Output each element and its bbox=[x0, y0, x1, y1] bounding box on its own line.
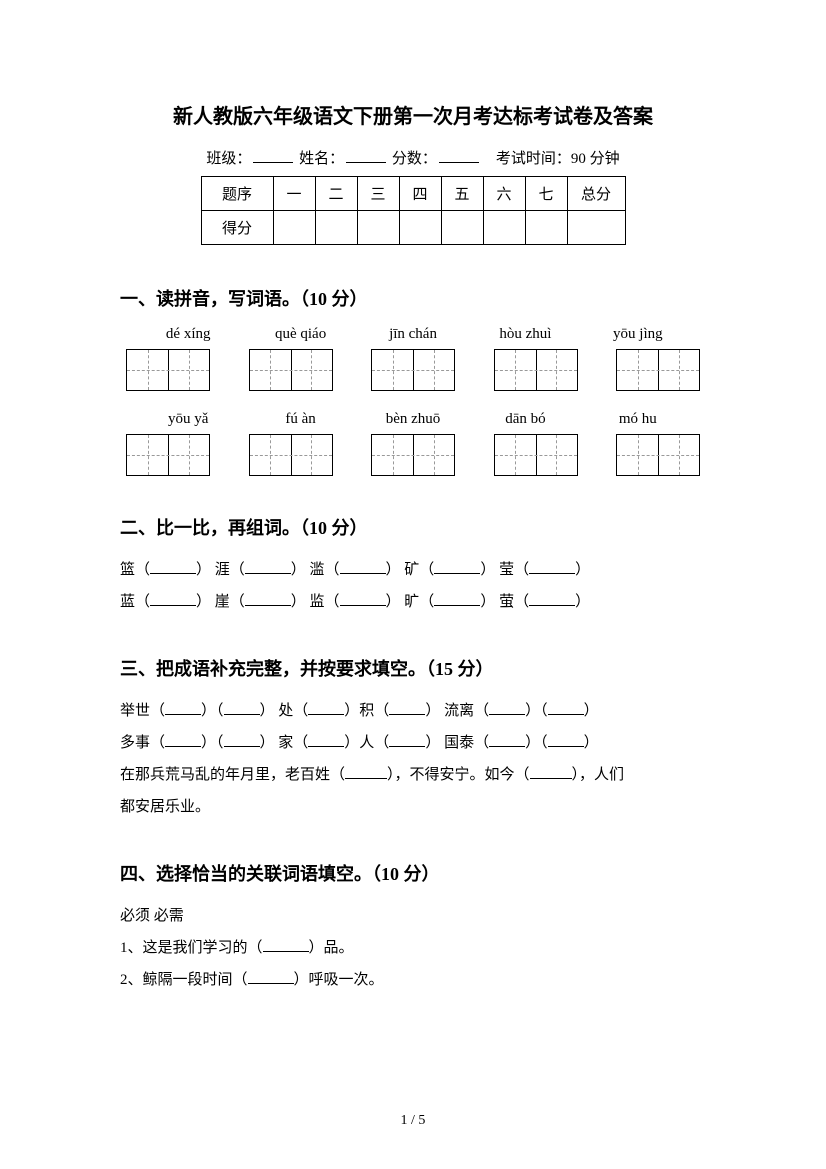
score-table: 题序 一 二 三 四 五 六 七 总分 得分 bbox=[201, 176, 626, 245]
section-4-line-1: 1、这是我们学习的（）品。 bbox=[120, 933, 706, 963]
pinyin-item: hòu zhuì bbox=[469, 326, 581, 343]
blank[interactable] bbox=[548, 746, 584, 747]
section-1-title: 一、读拼音，写词语。（10 分） bbox=[120, 285, 706, 311]
pinyin-row-2: yōu yǎ fú àn bèn zhuō dān bó mó hu bbox=[120, 411, 706, 428]
section-3-line-2: 多事（）（） 家（）人（） 国泰（）（） bbox=[120, 728, 706, 758]
blank[interactable] bbox=[165, 746, 201, 747]
blank[interactable] bbox=[434, 605, 480, 606]
blank[interactable] bbox=[224, 714, 260, 715]
page-number: 1 / 5 bbox=[0, 1113, 826, 1129]
pinyin-item: què qiáo bbox=[244, 326, 356, 343]
row-label-1: 题序 bbox=[201, 177, 273, 211]
grid-row-2 bbox=[120, 434, 706, 476]
blank[interactable] bbox=[245, 573, 291, 574]
tianzige-box[interactable] bbox=[126, 349, 210, 391]
col-2: 二 bbox=[315, 177, 357, 211]
pinyin-item: jīn chán bbox=[357, 326, 469, 343]
score-cell[interactable] bbox=[399, 211, 441, 245]
score-cell[interactable] bbox=[525, 211, 567, 245]
pinyin-item: yōu jìng bbox=[582, 326, 694, 343]
section-2-line-1: 篮（） 涯（） 滥（） 矿（） 莹（） bbox=[120, 555, 706, 585]
col-6: 六 bbox=[483, 177, 525, 211]
blank[interactable] bbox=[245, 605, 291, 606]
blank[interactable] bbox=[434, 573, 480, 574]
class-blank[interactable] bbox=[253, 162, 293, 163]
blank[interactable] bbox=[389, 746, 425, 747]
blank[interactable] bbox=[345, 778, 387, 779]
score-cell[interactable] bbox=[441, 211, 483, 245]
section-3-line-4: 都安居乐业。 bbox=[120, 792, 706, 822]
score-total-cell[interactable] bbox=[567, 211, 625, 245]
blank[interactable] bbox=[308, 714, 344, 715]
blank[interactable] bbox=[389, 714, 425, 715]
pinyin-item: mó hu bbox=[582, 411, 694, 428]
section-2-title: 二、比一比，再组词。（10 分） bbox=[120, 514, 706, 540]
pinyin-row-1: dé xíng què qiáo jīn chán hòu zhuì yōu j… bbox=[120, 326, 706, 343]
tianzige-box[interactable] bbox=[249, 434, 333, 476]
name-blank[interactable] bbox=[346, 162, 386, 163]
tianzige-box[interactable] bbox=[371, 434, 455, 476]
blank[interactable] bbox=[529, 573, 575, 574]
blank[interactable] bbox=[529, 605, 575, 606]
section-3-line-1: 举世（）（） 处（）积（） 流离（）（） bbox=[120, 696, 706, 726]
exam-time: 考试时间：90 分钟 bbox=[496, 151, 620, 167]
pinyin-item: fú àn bbox=[244, 411, 356, 428]
blank[interactable] bbox=[224, 746, 260, 747]
col-1: 一 bbox=[273, 177, 315, 211]
score-cell[interactable] bbox=[273, 211, 315, 245]
tianzige-box[interactable] bbox=[616, 349, 700, 391]
tianzige-box[interactable] bbox=[249, 349, 333, 391]
blank[interactable] bbox=[489, 714, 525, 715]
section-2-line-2: 蓝（） 崖（） 监（） 旷（） 萤（） bbox=[120, 587, 706, 617]
blank[interactable] bbox=[530, 778, 572, 779]
exam-title: 新人教版六年级语文下册第一次月考达标考试卷及答案 bbox=[120, 100, 706, 129]
pinyin-item: dé xíng bbox=[132, 326, 244, 343]
blank[interactable] bbox=[165, 714, 201, 715]
section-4-line-2: 2、鲸隔一段时间（）呼吸一次。 bbox=[120, 965, 706, 995]
blank[interactable] bbox=[489, 746, 525, 747]
col-3: 三 bbox=[357, 177, 399, 211]
tianzige-box[interactable] bbox=[616, 434, 700, 476]
score-cell[interactable] bbox=[483, 211, 525, 245]
pinyin-item: dān bó bbox=[469, 411, 581, 428]
tianzige-box[interactable] bbox=[494, 434, 578, 476]
class-label: 班级： bbox=[206, 151, 251, 167]
col-4: 四 bbox=[399, 177, 441, 211]
col-total: 总分 bbox=[567, 177, 625, 211]
tianzige-box[interactable] bbox=[494, 349, 578, 391]
score-label: 分数： bbox=[392, 151, 437, 167]
blank[interactable] bbox=[248, 983, 294, 984]
blank[interactable] bbox=[340, 605, 386, 606]
score-blank[interactable] bbox=[439, 162, 479, 163]
blank[interactable] bbox=[150, 605, 196, 606]
blank[interactable] bbox=[263, 951, 309, 952]
col-7: 七 bbox=[525, 177, 567, 211]
section-4-title: 四、选择恰当的关联词语填空。（10 分） bbox=[120, 860, 706, 886]
blank[interactable] bbox=[308, 746, 344, 747]
pinyin-item: yōu yǎ bbox=[132, 411, 244, 428]
grid-row-1 bbox=[120, 349, 706, 391]
section-4-words: 必须 必需 bbox=[120, 901, 706, 931]
tianzige-box[interactable] bbox=[371, 349, 455, 391]
score-cell[interactable] bbox=[357, 211, 399, 245]
blank[interactable] bbox=[548, 714, 584, 715]
header-info: 班级： 姓名： 分数： 考试时间：90 分钟 bbox=[120, 147, 706, 168]
blank[interactable] bbox=[150, 573, 196, 574]
col-5: 五 bbox=[441, 177, 483, 211]
section-3-title: 三、把成语补充完整，并按要求填空。（15 分） bbox=[120, 655, 706, 681]
section-3-line-3: 在那兵荒马乱的年月里，老百姓（），不得安宁。如今（），人们 bbox=[120, 760, 706, 790]
pinyin-item: bèn zhuō bbox=[357, 411, 469, 428]
blank[interactable] bbox=[340, 573, 386, 574]
name-label: 姓名： bbox=[299, 151, 344, 167]
tianzige-box[interactable] bbox=[126, 434, 210, 476]
score-cell[interactable] bbox=[315, 211, 357, 245]
row-label-2: 得分 bbox=[201, 211, 273, 245]
